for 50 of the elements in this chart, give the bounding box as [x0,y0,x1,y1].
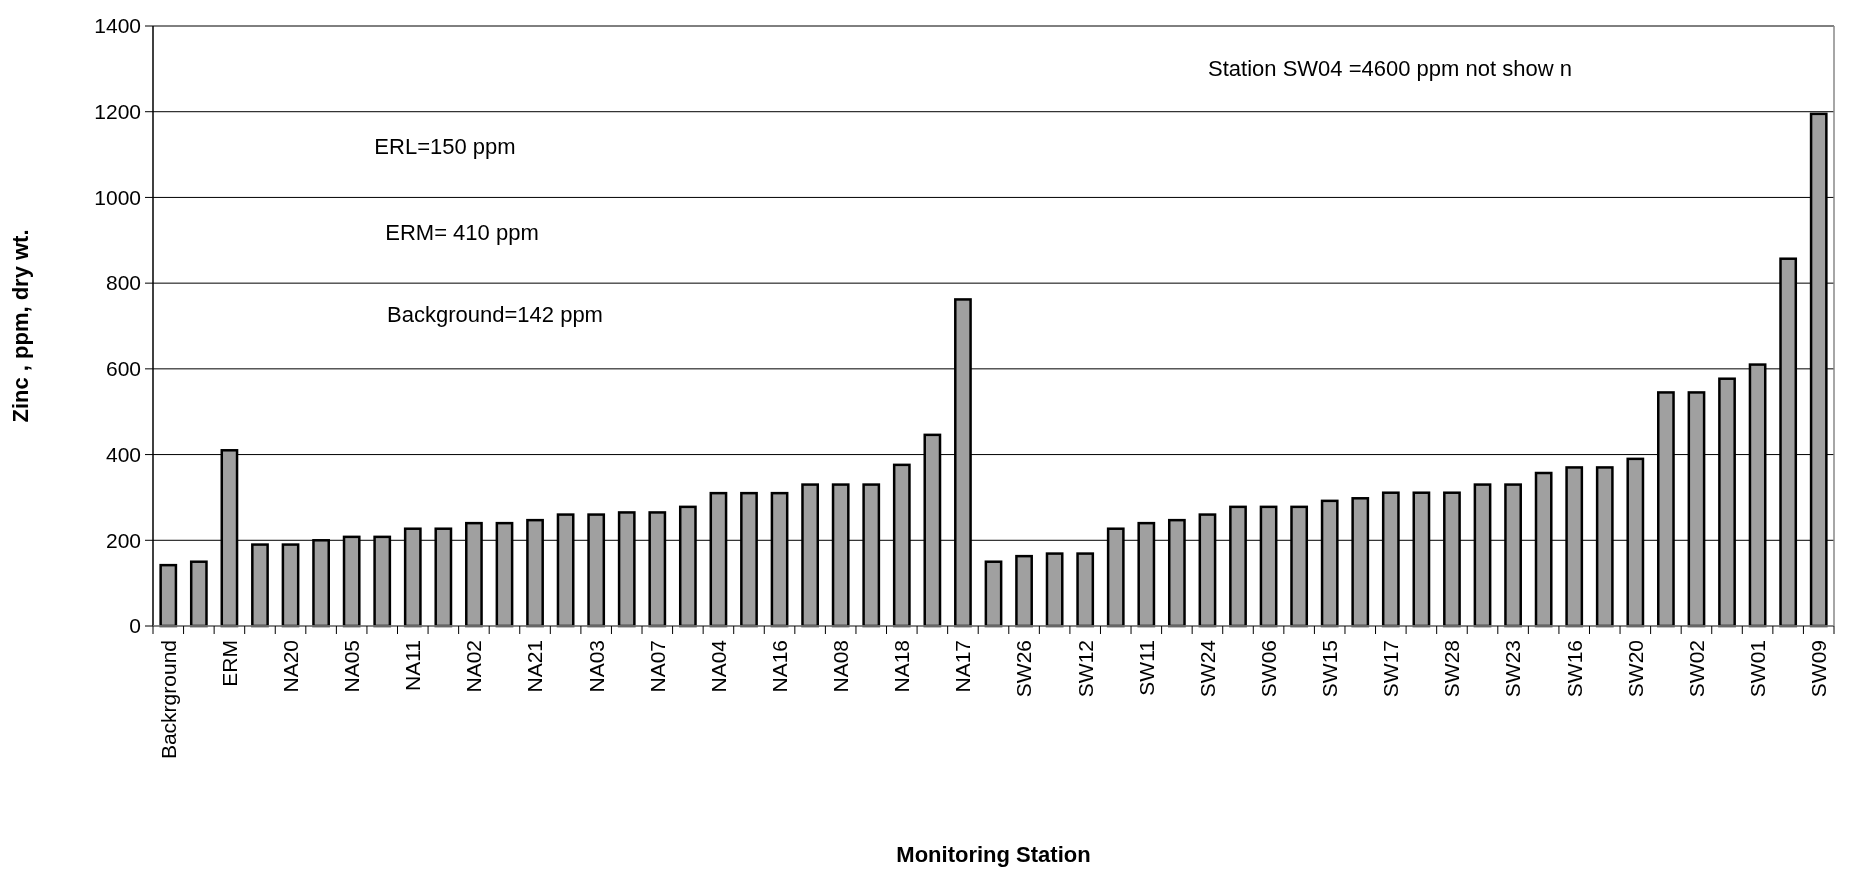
x-tick-label: SW02 [1684,640,1708,698]
bar [189,560,208,628]
x-tick-label: NA16 [767,640,791,693]
bar [159,563,178,628]
annotation: Station SW04 =4600 ppm not show n [1208,56,1572,81]
x-tick-label: SW15 [1318,640,1342,698]
y-tick-label: 400 [105,442,141,466]
y-tick-label: 200 [105,528,141,552]
x-tick-label: NA08 [829,640,853,693]
bar [281,543,300,628]
x-tick-label: NA11 [401,640,425,691]
x-tick-label: NA07 [645,640,669,693]
x-tick-label: NA20 [278,640,302,693]
x-tick-label: SW09 [1807,640,1831,698]
x-tick-label: ERM [217,640,241,687]
x-tick-label: Backrground [156,640,180,760]
x-tick-label: SW24 [1195,639,1219,698]
y-axis-title: Zinc , ppm, dry wt. [8,229,33,423]
x-tick-label: NA17 [951,640,975,693]
annotation: ERM= 410 ppm [385,220,539,245]
x-tick-label: NA03 [584,640,608,693]
bar [984,560,1003,628]
x-tick-label: SW26 [1012,640,1036,698]
bar [1015,554,1033,628]
x-tick-label: NA04 [706,639,730,693]
y-tick-label: 0 [129,614,141,638]
x-tick-label: SW28 [1440,640,1464,698]
x-tick-label: SW23 [1501,640,1525,698]
x-tick-label: SW20 [1623,640,1647,698]
x-tick-label: SW06 [1256,640,1280,698]
x-tick-label: NA21 [523,640,547,693]
annotation: Background=142 ppm [387,302,603,327]
x-tick-label: NA18 [890,640,914,693]
y-tick-label: 800 [105,271,141,295]
y-tick-label: 600 [105,357,141,381]
bar [1076,552,1095,628]
x-axis-title: Monitoring Station [896,842,1091,867]
x-tick-label: SW16 [1562,640,1586,698]
x-tick-label: NA05 [340,640,364,693]
y-tick-label: 1000 [94,185,141,209]
x-tick-label: SW17 [1379,640,1403,698]
x-tick-label: SW01 [1745,640,1769,698]
x-tick-label: NA02 [462,640,486,693]
x-tick-label: SW12 [1073,640,1097,698]
bar [251,543,269,628]
y-tick-label: 1400 [94,14,141,38]
y-tick-label: 1200 [94,100,141,124]
annotation: ERL=150 ppm [374,134,516,159]
bar [1045,552,1064,628]
x-tick-label: SW11 [1134,640,1158,696]
